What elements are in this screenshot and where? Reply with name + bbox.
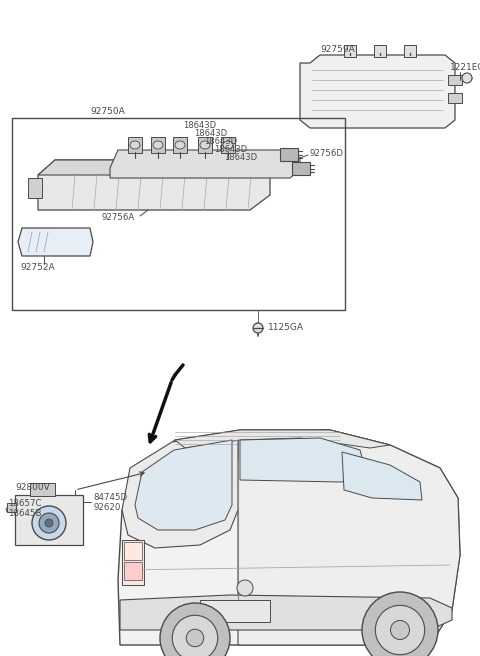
Circle shape [391,621,409,640]
Polygon shape [135,440,232,530]
Polygon shape [300,55,455,128]
Bar [128,137,142,153]
Polygon shape [38,160,270,175]
Bar [15,495,83,545]
Polygon shape [120,595,452,630]
Text: 18643D: 18643D [204,136,237,146]
Ellipse shape [223,141,233,149]
Text: 18657C: 18657C [8,499,41,508]
Circle shape [253,323,263,333]
Polygon shape [38,160,270,210]
Bar [122,540,144,585]
Ellipse shape [200,141,210,149]
Text: 92752A: 92752A [20,264,55,272]
Text: 1221EG: 1221EG [450,64,480,73]
Bar [292,162,310,175]
Bar [28,178,42,198]
Circle shape [362,592,438,656]
Ellipse shape [175,141,185,149]
Bar [200,600,270,622]
Bar [124,562,142,580]
Text: 92800V: 92800V [15,483,50,493]
Bar [30,483,55,496]
Text: 18643D: 18643D [224,152,257,161]
Circle shape [45,519,53,527]
Bar [7,503,16,512]
Text: 18643D: 18643D [214,144,247,154]
Bar [221,137,235,153]
Ellipse shape [130,141,140,149]
Bar [374,45,386,57]
Polygon shape [342,452,422,500]
Polygon shape [240,438,368,482]
Polygon shape [175,430,390,448]
Bar [173,137,187,153]
Polygon shape [238,430,460,645]
Bar [448,75,462,85]
Bar [448,93,462,103]
Text: 92750A: 92750A [90,108,125,117]
Bar [12,118,345,310]
Polygon shape [18,228,93,256]
Bar [124,542,142,560]
Text: 92756D: 92756D [310,148,344,157]
Bar [280,148,298,161]
Circle shape [39,513,59,533]
Circle shape [32,506,66,540]
Ellipse shape [153,141,163,149]
Text: 1125GA: 1125GA [268,323,304,333]
Text: 92756A: 92756A [102,213,135,222]
Text: 18643D: 18643D [183,121,216,131]
Bar [198,137,212,153]
Circle shape [237,580,253,596]
Polygon shape [122,432,238,548]
Bar [151,137,165,153]
Text: 84745D: 84745D [93,493,127,502]
Text: 18643D: 18643D [194,129,227,138]
Circle shape [160,603,230,656]
Circle shape [186,629,204,647]
Circle shape [172,615,218,656]
Text: 18645B: 18645B [8,508,41,518]
Circle shape [462,73,472,83]
Polygon shape [118,430,460,645]
Circle shape [375,605,425,655]
Bar [404,45,416,57]
Polygon shape [110,150,300,178]
Text: 92759A: 92759A [320,45,355,54]
Bar [344,45,356,57]
Text: 92620: 92620 [93,502,120,512]
